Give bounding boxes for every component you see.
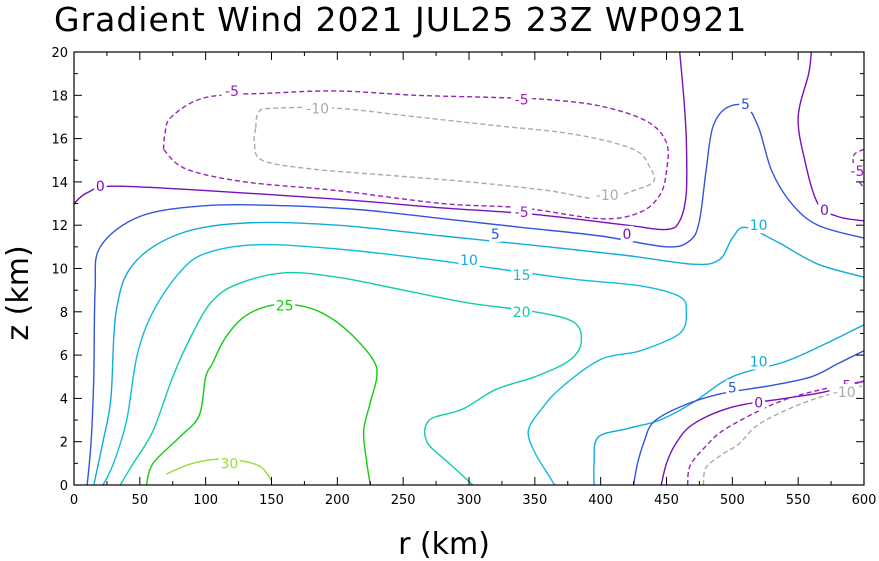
contour-label-bg [846, 163, 868, 180]
contour-label-bg [748, 353, 770, 370]
y-tick-label: 20 [51, 46, 68, 61]
contour-label: -10 [833, 385, 856, 401]
contour-label-bg [274, 297, 296, 314]
contour-label-bg [739, 95, 752, 112]
contour-line [102, 243, 688, 485]
contour-label: 5 [728, 381, 737, 397]
contour-label: -5 [225, 84, 239, 100]
contour-line [74, 52, 688, 231]
contour-line [852, 148, 864, 189]
x-tick-label: 250 [391, 493, 416, 508]
y-axis-label: z (km) [1, 245, 36, 340]
contour-line [660, 380, 864, 485]
contour-label-bg [218, 455, 240, 472]
contour-label-bg [620, 225, 634, 242]
y-tick-label: 14 [51, 176, 68, 191]
y-tick-label: 0 [60, 479, 68, 494]
contour-label-bg [818, 202, 831, 219]
x-tick-label: 500 [720, 493, 745, 508]
x-axis-label: r (km) [398, 527, 490, 561]
contour-label-bg [511, 266, 533, 283]
contour-label-bg [829, 383, 859, 400]
contour-label: 10 [750, 355, 768, 371]
x-tick-label: 550 [786, 493, 811, 508]
y-tick-label: 16 [51, 133, 68, 148]
x-tick-label: 100 [193, 493, 218, 508]
contour-label: -5 [515, 93, 529, 109]
contour-label-bg [221, 82, 243, 99]
x-axis: 0 50 100 150 200 250 300 350 400 450 500 550 600 [70, 52, 877, 508]
x-tick-label: 50 [132, 493, 149, 508]
contour-label: 0 [820, 203, 829, 219]
contour-label-bg [592, 186, 622, 203]
contour-label: -5 [850, 164, 864, 180]
x-tick-label: 200 [325, 493, 350, 508]
chart-title: Gradient Wind 2021 JUL25 23Z WP0921 [54, 0, 747, 39]
x-tick-label: 0 [70, 493, 78, 508]
y-tick-label: 12 [51, 219, 68, 234]
contour-line [253, 106, 656, 200]
x-tick-label: 400 [588, 493, 613, 508]
y-tick-label: 6 [60, 349, 68, 364]
contour-label: 10 [750, 218, 768, 234]
contour-label: 25 [276, 298, 294, 314]
contour-label: 5 [491, 227, 500, 243]
x-tick-label: 600 [852, 493, 877, 508]
x-tick-label: 300 [457, 493, 482, 508]
x-tick-label: 350 [522, 493, 547, 508]
contour-label: 30 [220, 456, 238, 472]
contour-label: 20 [513, 305, 531, 321]
contour-label-bg [94, 178, 107, 195]
contour-label-bg [726, 379, 739, 396]
y-axis: 0 2 4 6 8 10 12 14 16 18 20 [51, 46, 864, 494]
contour-label: -10 [596, 188, 619, 204]
contour-label: 15 [513, 268, 531, 284]
contour-line [165, 458, 273, 482]
contour-label: 5 [741, 97, 750, 113]
contour-label-bg [302, 100, 333, 117]
contour-label-bg [752, 394, 765, 411]
contour-lines [74, 52, 864, 485]
y-tick-label: 10 [51, 263, 68, 278]
contour-line [93, 221, 864, 485]
contour-label-bg [511, 91, 533, 108]
contour-label-bg [458, 251, 480, 268]
contour-line [86, 103, 864, 485]
contour-label: 0 [623, 227, 632, 243]
contour-label: -5 [515, 205, 529, 221]
x-tick-label: 450 [654, 493, 679, 508]
contour-line [632, 350, 864, 485]
contour-label-bg [748, 217, 770, 234]
contour-label-bg [511, 204, 533, 221]
contour-line [797, 52, 864, 222]
contour-line [119, 271, 583, 485]
contour-line [686, 380, 864, 485]
y-tick-label: 2 [60, 436, 68, 451]
contour-label-bg [511, 303, 533, 320]
contour-line [162, 90, 669, 220]
contour-label: 0 [754, 396, 763, 412]
y-tick-label: 8 [60, 306, 68, 321]
contour-line [593, 324, 864, 485]
contour-label: 10 [460, 253, 478, 269]
x-tick-label: 150 [259, 493, 284, 508]
y-tick-label: 4 [60, 392, 68, 407]
contour-label: 0 [96, 179, 105, 195]
contour-line [145, 303, 378, 485]
y-tick-label: 18 [51, 89, 68, 104]
contour-label: -10 [306, 101, 329, 117]
contour-label-bg [489, 225, 502, 242]
